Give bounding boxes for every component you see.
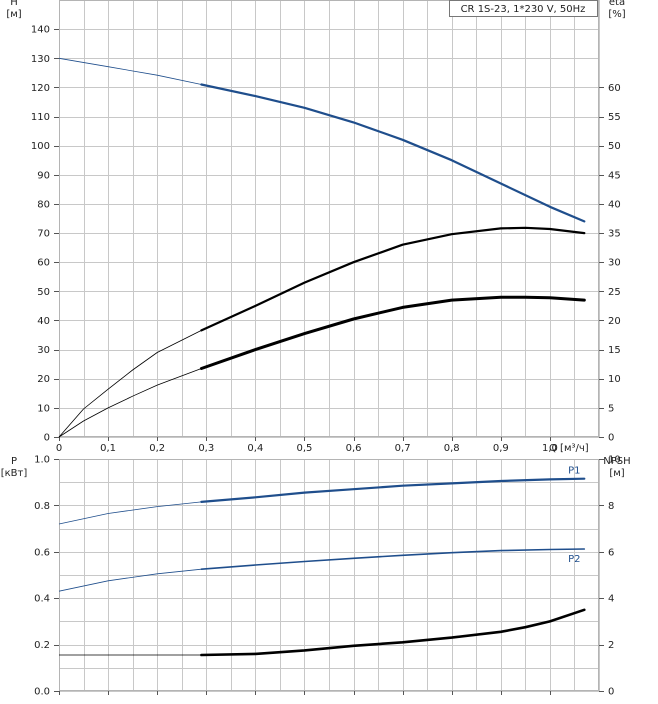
right-tick-label: 25 (608, 287, 621, 298)
series-label-P2: P2 (568, 554, 580, 565)
left-tick-label: 100 (31, 141, 50, 152)
series-P2-line (200, 548, 586, 571)
x-tick-label: 0,4 (247, 443, 263, 454)
series-1-extended (58, 330, 202, 438)
left-tick-label: 0.8 (34, 501, 50, 512)
x-tick-label: 0,2 (149, 443, 165, 454)
right-tick-label: 2 (608, 640, 614, 651)
right-tick-label: 10 (608, 455, 621, 466)
x-tick-label: 0,8 (444, 443, 460, 454)
left-tick-label: 10 (37, 403, 50, 414)
right-axis-label: NPSH (603, 456, 630, 467)
right-axis-label: [%] (608, 9, 625, 20)
right-tick-label: 40 (608, 199, 621, 210)
chart-title: CR 1S-23, 1*230 V, 50Hz (461, 4, 586, 15)
left-tick-label: 0.2 (34, 640, 50, 651)
series-label-P1: P1 (568, 466, 580, 477)
right-tick-label: 20 (608, 316, 621, 327)
x-axis-label: Q [м³/ч] (549, 443, 589, 454)
right-tick-label: 6 (608, 547, 614, 558)
left-tick-label: 0 (44, 433, 50, 444)
left-tick-label: 110 (31, 112, 50, 123)
title-box (449, 0, 598, 17)
right-tick-label: 0 (608, 433, 614, 444)
right-tick-label: 30 (608, 258, 621, 269)
left-tick-label: 90 (37, 170, 50, 181)
right-tick-label: 4 (608, 594, 614, 605)
plot-frame-1 (59, 459, 599, 691)
left-tick-label: 0.4 (34, 594, 50, 605)
x-tick-label: 0,1 (100, 443, 116, 454)
left-tick-label: 120 (31, 83, 50, 94)
left-tick-label: 130 (31, 54, 50, 65)
plot-frame-0 (59, 0, 599, 437)
right-axis-label: eta (609, 0, 625, 8)
series-2-line (199, 295, 586, 370)
right-tick-label: 10 (608, 374, 621, 385)
left-axis-label: H (10, 0, 18, 8)
series-1-line (200, 226, 586, 332)
left-tick-label: 0.6 (34, 547, 50, 558)
right-tick-label: 8 (608, 501, 614, 512)
left-axis-label: P (11, 456, 17, 467)
left-axis-label: [кВт] (1, 468, 28, 479)
series-2-extended (58, 368, 202, 438)
left-tick-label: 0.0 (34, 687, 50, 698)
x-tick-label: 0,3 (198, 443, 214, 454)
left-tick-label: 140 (31, 25, 50, 36)
left-tick-label: 1.0 (34, 455, 50, 466)
left-tick-label: 50 (37, 287, 50, 298)
x-tick-label: 1,0 (542, 443, 558, 454)
series-0-line (200, 83, 586, 223)
right-tick-label: 5 (608, 403, 614, 414)
x-tick-label: 0 (56, 443, 62, 454)
x-tick-label: 0,9 (493, 443, 509, 454)
series-P1-line (200, 477, 586, 503)
series-0-extended (58, 57, 202, 85)
left-tick-label: 60 (37, 258, 50, 269)
series-P2-extended (58, 568, 202, 592)
left-tick-label: 30 (37, 345, 50, 356)
left-tick-label: 80 (37, 199, 50, 210)
left-tick-label: 40 (37, 316, 50, 327)
right-tick-label: 15 (608, 345, 621, 356)
x-tick-label: 0,7 (395, 443, 411, 454)
x-tick-label: 0,5 (297, 443, 313, 454)
right-tick-label: 45 (608, 170, 621, 181)
series-P1-extended (58, 501, 202, 525)
right-axis-label: [м] (609, 468, 624, 479)
right-tick-label: 60 (608, 83, 621, 94)
right-tick-label: 55 (608, 112, 621, 123)
left-tick-label: 70 (37, 229, 50, 240)
left-tick-label: 20 (37, 374, 50, 385)
right-tick-label: 0 (608, 687, 614, 698)
left-axis-label: [м] (6, 9, 21, 20)
x-tick-label: 0,6 (346, 443, 362, 454)
right-tick-label: 50 (608, 141, 621, 152)
series-2-line (200, 608, 586, 657)
right-tick-label: 35 (608, 229, 621, 240)
